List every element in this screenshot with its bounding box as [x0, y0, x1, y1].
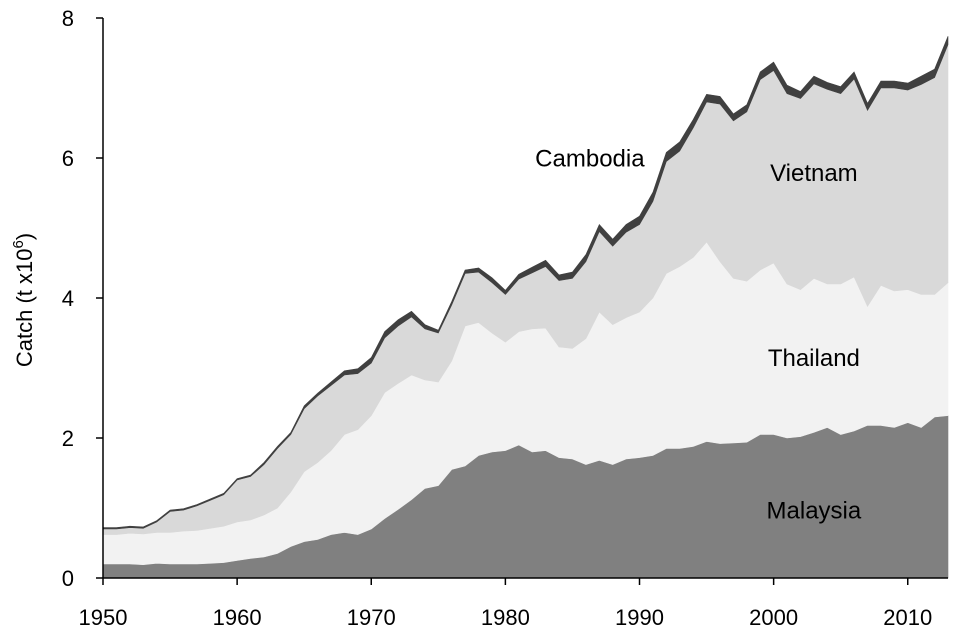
x-tick-label: 1950	[79, 605, 128, 630]
y-axis-label: Catch (t x106)	[10, 233, 37, 367]
series-labels: Malaysia Thailand Vietnam Cambodia	[535, 145, 862, 524]
x-tick-label: 1970	[347, 605, 396, 630]
y-tick-label: 6	[62, 146, 74, 171]
x-tick-label: 2000	[749, 605, 798, 630]
y-tick-label: 2	[62, 426, 74, 451]
x-tick-label: 1960	[213, 605, 262, 630]
y-axis-ticks: 0 2 4 6 8	[62, 6, 103, 591]
area-cambodia	[102, 36, 949, 530]
area-series-group	[102, 36, 949, 579]
series-label-cambodia: Cambodia	[535, 145, 645, 172]
y-tick-label: 8	[62, 6, 74, 31]
x-tick-label: 2010	[883, 605, 932, 630]
x-axis-ticks: 1950 1960 1970 1980 1990 2000 2010	[79, 578, 932, 630]
series-label-vietnam: Vietnam	[770, 160, 858, 187]
series-label-thailand: Thailand	[768, 345, 860, 372]
series-label-malaysia: Malaysia	[767, 498, 862, 525]
y-tick-label: 4	[62, 286, 74, 311]
x-tick-label: 1980	[481, 605, 530, 630]
x-tick-label: 1990	[615, 605, 664, 630]
y-tick-label: 0	[62, 566, 74, 591]
